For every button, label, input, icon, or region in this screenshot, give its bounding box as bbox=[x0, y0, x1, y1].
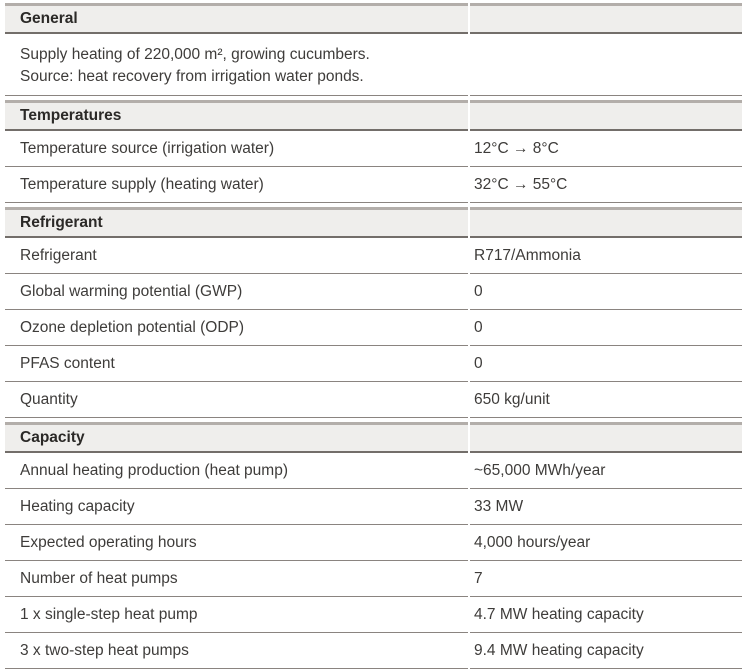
row-value: 4.7 MW heating capacity bbox=[474, 605, 644, 623]
spec-row: Heating capacity 33 MW bbox=[5, 489, 742, 525]
spec-row-label-cell: Expected operating hours bbox=[5, 525, 468, 561]
row-value: 650 kg/unit bbox=[474, 390, 550, 408]
row-label: 3 x two-step heat pumps bbox=[20, 641, 189, 659]
row-label: Ozone depletion potential (ODP) bbox=[20, 318, 245, 336]
section: General Supply heating of 220,000 m², gro… bbox=[5, 3, 742, 96]
row-label: Temperature supply (heating water) bbox=[20, 175, 264, 193]
row-label: PFAS content bbox=[20, 354, 115, 372]
row-value: 7 bbox=[474, 569, 483, 587]
row-value: 33 MW bbox=[474, 497, 524, 515]
spec-row-value-cell: 0 bbox=[470, 346, 742, 382]
row-label: Heating capacity bbox=[20, 497, 135, 515]
spec-row-value-cell: R717/Ammonia bbox=[470, 238, 742, 274]
description-row: Supply heating of 220,000 m², growing cu… bbox=[5, 34, 742, 96]
spec-row: Annual heating production (heat pump) ~65… bbox=[5, 453, 742, 489]
section-header-spacer bbox=[470, 207, 742, 238]
spec-table: General Supply heating of 220,000 m², gro… bbox=[5, 3, 742, 669]
spec-row-label-cell: Quantity bbox=[5, 382, 468, 418]
description-line: Source: heat recovery from irrigation wa… bbox=[20, 68, 364, 85]
spec-row-label-cell: Ozone depletion potential (ODP) bbox=[5, 310, 468, 346]
description-line: Supply heating of 220,000 m², growing cu… bbox=[20, 46, 370, 63]
section-header-spacer bbox=[470, 422, 742, 453]
section-header-spacer bbox=[470, 100, 742, 131]
spec-row: PFAS content 0 bbox=[5, 346, 742, 382]
row-label: Temperature source (irrigation water) bbox=[20, 139, 275, 157]
spec-row-label-cell: Annual heating production (heat pump) bbox=[5, 453, 468, 489]
section-title: Refrigerant bbox=[5, 207, 468, 238]
row-label: Global warming potential (GWP) bbox=[20, 282, 243, 300]
spec-row-label-cell: Number of heat pumps bbox=[5, 561, 468, 597]
spec-row-value-cell: 12°C → 8°C bbox=[470, 131, 742, 167]
section-title: Capacity bbox=[5, 422, 468, 453]
row-value: R717/Ammonia bbox=[474, 246, 581, 264]
spec-row-label-cell: PFAS content bbox=[5, 346, 468, 382]
spec-row: 3 x two-step heat pumps 9.4 MW heating ca… bbox=[5, 633, 742, 669]
section-header: Capacity bbox=[5, 422, 742, 453]
section-header: Refrigerant bbox=[5, 207, 742, 238]
spec-row-label-cell: 1 x single-step heat pump bbox=[5, 597, 468, 633]
spec-row: Quantity 650 kg/unit bbox=[5, 382, 742, 418]
spec-row: Global warming potential (GWP) 0 bbox=[5, 274, 742, 310]
description-cell-spacer bbox=[470, 34, 742, 96]
spec-row: Refrigerant R717/Ammonia bbox=[5, 238, 742, 274]
row-value: 0 bbox=[474, 354, 483, 372]
spec-row-value-cell: 32°C → 55°C bbox=[470, 167, 742, 203]
spec-row-value-cell: 7 bbox=[470, 561, 742, 597]
section: Capacity Annual heating production (heat … bbox=[5, 422, 742, 669]
spec-row-label-cell: Temperature source (irrigation water) bbox=[5, 131, 468, 167]
spec-row-value-cell: ~65,000 MWh/year bbox=[470, 453, 742, 489]
section-header: Temperatures bbox=[5, 100, 742, 131]
row-label: Annual heating production (heat pump) bbox=[20, 461, 288, 479]
spec-row-value-cell: 9.4 MW heating capacity bbox=[470, 633, 742, 669]
row-label: 1 x single-step heat pump bbox=[20, 605, 198, 623]
row-label: Expected operating hours bbox=[20, 533, 197, 551]
row-value: 4,000 hours/year bbox=[474, 533, 591, 551]
spec-row-label-cell: Temperature supply (heating water) bbox=[5, 167, 468, 203]
section-title: Temperatures bbox=[5, 100, 468, 131]
spec-row: Number of heat pumps 7 bbox=[5, 561, 742, 597]
spec-row: Ozone depletion potential (ODP) 0 bbox=[5, 310, 742, 346]
spec-row-label-cell: Heating capacity bbox=[5, 489, 468, 525]
spec-row-label-cell: 3 x two-step heat pumps bbox=[5, 633, 468, 669]
row-value: 12°C → 8°C bbox=[474, 139, 559, 157]
row-value: 9.4 MW heating capacity bbox=[474, 641, 644, 659]
spec-row-value-cell: 650 kg/unit bbox=[470, 382, 742, 418]
spec-row-value-cell: 0 bbox=[470, 274, 742, 310]
spec-row: Temperature supply (heating water) 32°C →… bbox=[5, 167, 742, 203]
spec-row-label-cell: Global warming potential (GWP) bbox=[5, 274, 468, 310]
section: Refrigerant Refrigerant R717/Ammonia Global… bbox=[5, 207, 742, 418]
section-header-spacer bbox=[470, 3, 742, 34]
description-cell: Supply heating of 220,000 m², growing cu… bbox=[5, 34, 468, 96]
row-label: Refrigerant bbox=[20, 246, 97, 264]
row-value: 32°C → 55°C bbox=[474, 175, 568, 193]
row-value: ~65,000 MWh/year bbox=[474, 461, 606, 479]
spec-row-label-cell: Refrigerant bbox=[5, 238, 468, 274]
section: Temperatures Temperature source (irrigati… bbox=[5, 100, 742, 203]
spec-row: Expected operating hours 4,000 hours/year bbox=[5, 525, 742, 561]
spec-row-value-cell: 4.7 MW heating capacity bbox=[470, 597, 742, 633]
spec-row-value-cell: 4,000 hours/year bbox=[470, 525, 742, 561]
row-label: Quantity bbox=[20, 390, 78, 408]
row-value: 0 bbox=[474, 282, 483, 300]
section-header: General bbox=[5, 3, 742, 34]
spec-row: 1 x single-step heat pump 4.7 MW heating … bbox=[5, 597, 742, 633]
spec-row-value-cell: 33 MW bbox=[470, 489, 742, 525]
row-value: 0 bbox=[474, 318, 483, 336]
section-title: General bbox=[5, 3, 468, 34]
spec-row: Temperature source (irrigation water) 12°… bbox=[5, 131, 742, 167]
spec-row-value-cell: 0 bbox=[470, 310, 742, 346]
row-label: Number of heat pumps bbox=[20, 569, 178, 587]
